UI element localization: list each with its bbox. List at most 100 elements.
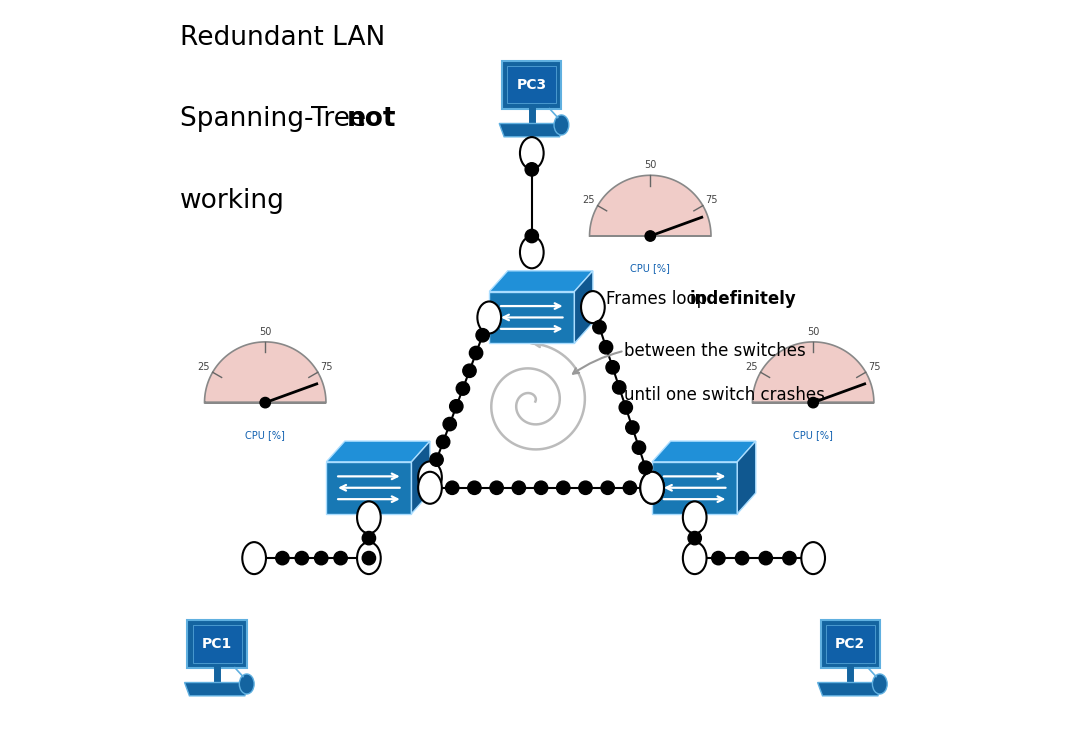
Text: 75: 75 [320, 362, 333, 372]
Text: indefinitely: indefinitely [690, 290, 796, 308]
FancyBboxPatch shape [826, 624, 875, 662]
Circle shape [450, 400, 463, 413]
Polygon shape [489, 292, 574, 343]
Circle shape [600, 341, 613, 354]
Circle shape [463, 364, 477, 377]
Ellipse shape [873, 674, 887, 694]
Polygon shape [499, 124, 564, 137]
Ellipse shape [640, 471, 664, 504]
Polygon shape [489, 271, 593, 292]
FancyBboxPatch shape [508, 66, 556, 104]
Text: Spanning-Tree: Spanning-Tree [180, 107, 375, 133]
Text: SW1: SW1 [356, 524, 394, 539]
Text: PC3: PC3 [516, 78, 547, 92]
Text: 50: 50 [644, 160, 657, 170]
Circle shape [446, 481, 458, 495]
Circle shape [736, 551, 749, 565]
Text: SW3: SW3 [518, 354, 557, 369]
Circle shape [623, 481, 636, 495]
Text: 50: 50 [806, 327, 819, 336]
Text: 50: 50 [259, 327, 271, 336]
Ellipse shape [478, 301, 501, 333]
Circle shape [260, 398, 270, 408]
Text: not: not [347, 107, 396, 133]
Polygon shape [737, 441, 756, 514]
Circle shape [639, 461, 652, 474]
Polygon shape [184, 683, 250, 696]
Circle shape [469, 346, 483, 360]
FancyBboxPatch shape [193, 624, 242, 662]
Text: CPU [%]: CPU [%] [794, 430, 833, 440]
Text: 75: 75 [706, 195, 718, 205]
Circle shape [443, 418, 456, 430]
Ellipse shape [239, 674, 254, 694]
Ellipse shape [801, 542, 825, 574]
Text: until one switch crashes: until one switch crashes [624, 386, 826, 404]
Ellipse shape [640, 471, 664, 504]
Circle shape [759, 551, 772, 565]
Polygon shape [411, 441, 429, 514]
Circle shape [275, 551, 289, 565]
Circle shape [362, 551, 376, 565]
FancyBboxPatch shape [502, 60, 561, 109]
Circle shape [429, 453, 443, 466]
Text: working: working [180, 188, 285, 214]
Polygon shape [652, 462, 737, 514]
Circle shape [625, 421, 639, 434]
Circle shape [688, 531, 702, 545]
Text: Frames loop: Frames loop [606, 290, 712, 308]
Circle shape [489, 481, 503, 495]
Text: CPU [%]: CPU [%] [631, 263, 670, 273]
Ellipse shape [683, 542, 707, 574]
Circle shape [613, 380, 625, 394]
Circle shape [619, 401, 633, 414]
Circle shape [315, 551, 328, 565]
Text: CPU [%]: CPU [%] [245, 430, 285, 440]
Polygon shape [589, 175, 711, 236]
Circle shape [601, 481, 615, 495]
Circle shape [334, 551, 347, 565]
Circle shape [593, 321, 606, 334]
Ellipse shape [519, 137, 544, 169]
Circle shape [808, 398, 818, 408]
Circle shape [468, 481, 481, 495]
Circle shape [437, 435, 450, 448]
Text: Redundant LAN: Redundant LAN [180, 25, 386, 51]
Circle shape [632, 441, 646, 454]
Circle shape [578, 481, 592, 495]
Polygon shape [817, 683, 883, 696]
Circle shape [525, 163, 539, 176]
Ellipse shape [519, 236, 544, 269]
Text: PC2: PC2 [835, 636, 865, 651]
Text: 25: 25 [745, 362, 758, 372]
Text: 25: 25 [197, 362, 210, 372]
Ellipse shape [242, 542, 266, 574]
Polygon shape [753, 342, 874, 403]
Circle shape [606, 360, 619, 374]
Text: PC1: PC1 [202, 636, 232, 651]
Ellipse shape [418, 462, 442, 493]
Ellipse shape [357, 501, 381, 533]
Polygon shape [327, 441, 429, 462]
Circle shape [476, 328, 489, 342]
Ellipse shape [554, 115, 569, 135]
FancyBboxPatch shape [820, 620, 879, 668]
Text: between the switches: between the switches [624, 342, 806, 360]
Circle shape [712, 551, 725, 565]
Text: SW2: SW2 [681, 524, 720, 539]
Ellipse shape [582, 291, 605, 323]
Text: 75: 75 [869, 362, 881, 372]
Text: 25: 25 [583, 195, 595, 205]
Circle shape [296, 551, 308, 565]
Polygon shape [205, 342, 326, 403]
Ellipse shape [357, 542, 381, 574]
Polygon shape [652, 441, 756, 462]
Circle shape [512, 481, 526, 495]
Circle shape [525, 229, 539, 242]
Ellipse shape [683, 501, 707, 533]
Circle shape [456, 382, 469, 395]
Polygon shape [574, 271, 593, 343]
Circle shape [534, 481, 547, 495]
FancyBboxPatch shape [187, 620, 246, 668]
Ellipse shape [418, 471, 442, 504]
